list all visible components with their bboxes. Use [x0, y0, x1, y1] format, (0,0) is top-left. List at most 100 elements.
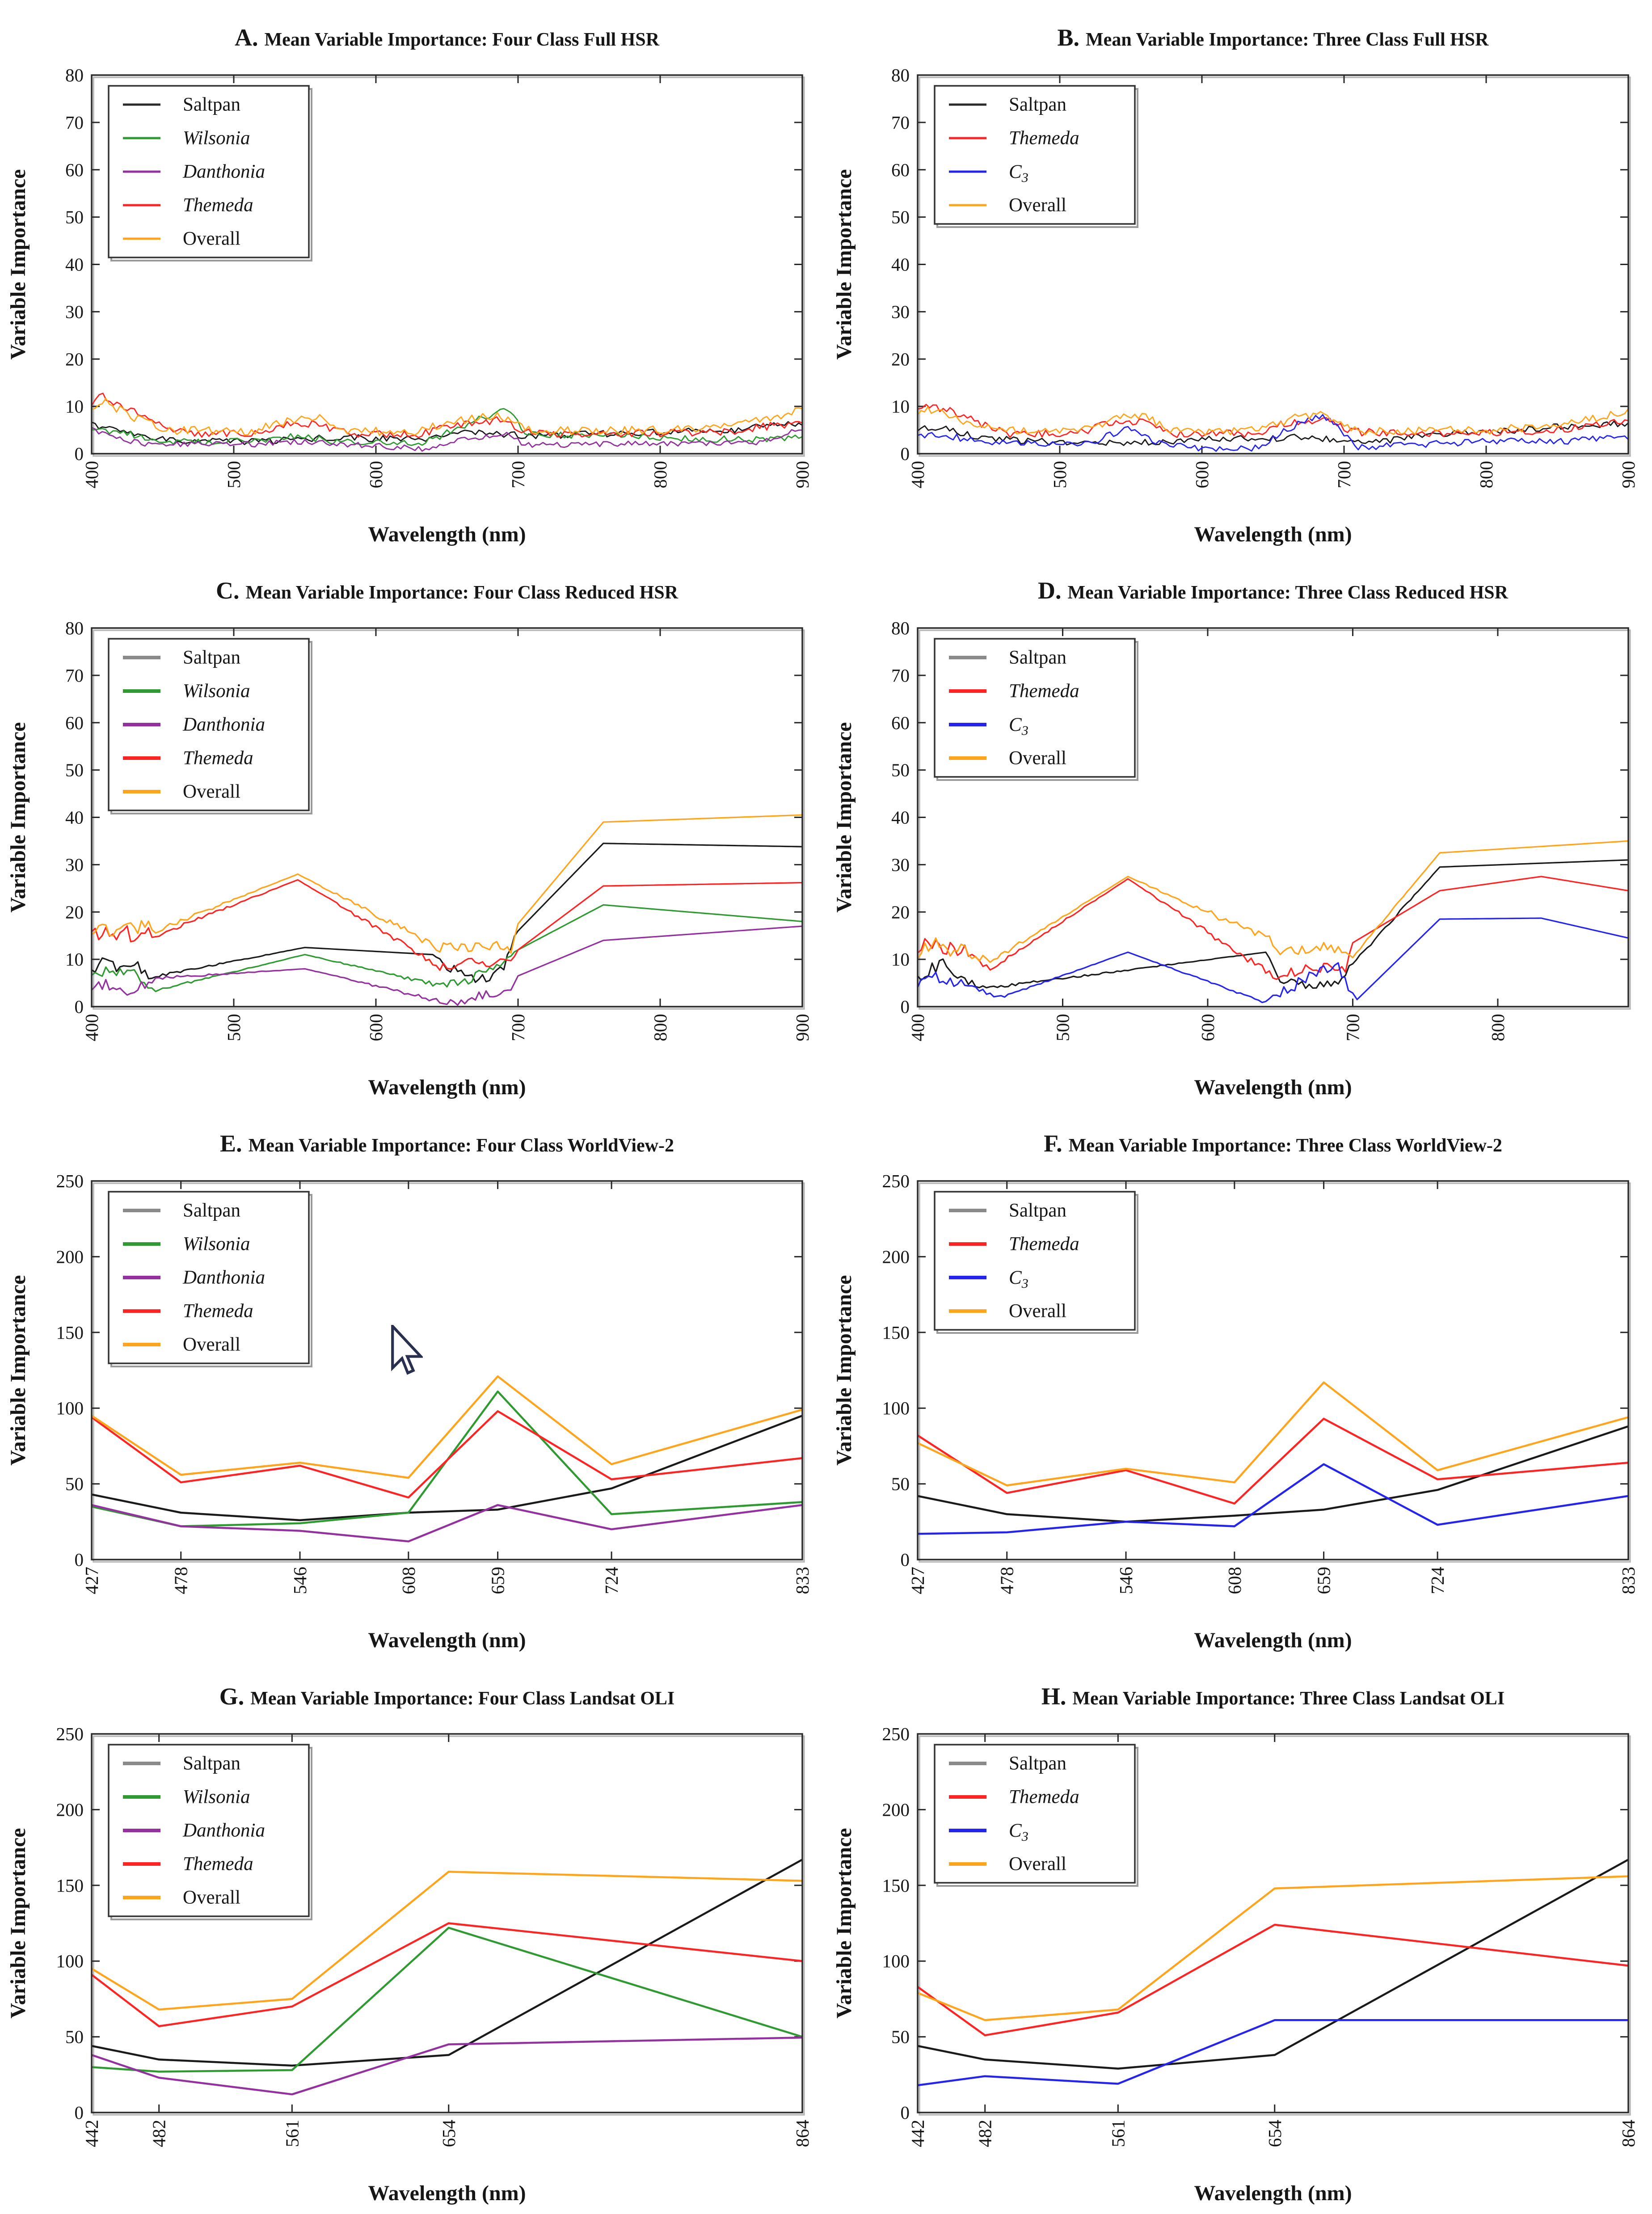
axes-frame	[917, 627, 1629, 1008]
legend-label-Wilsonia: Wilsonia	[183, 128, 250, 149]
y-axis-label: Variable Importance	[832, 1828, 856, 2018]
axes-frame	[917, 74, 1629, 455]
y-tick-label: 200	[882, 1246, 910, 1267]
panel-title: D. Mean Variable Importance: Three Class …	[1038, 577, 1509, 604]
y-tick-label: 200	[56, 1246, 84, 1267]
panel-title: G. Mean Variable Importance: Four Class L…	[219, 1683, 674, 1710]
legend-label-C3: C3	[1009, 1267, 1028, 1291]
legend-label-Overall: Overall	[1009, 1854, 1066, 1875]
series-C3	[918, 1463, 1628, 1535]
series-group	[92, 1375, 802, 1543]
chart-E: 427 478 546 608 659 724 833 0 50 100 150 200 250 Wave…	[6, 1130, 813, 1652]
x-axis-label: Wavelength (nm)	[368, 1075, 526, 1099]
x-tick-label: 561	[282, 2120, 302, 2147]
legend-label-Overall: Overall	[183, 1887, 240, 1908]
x-tick-label: 500	[1049, 461, 1070, 489]
y-tick-label: 60	[65, 160, 84, 180]
x-axis-label: Wavelength (nm)	[1194, 523, 1352, 546]
series-Overall	[918, 1381, 1628, 1487]
x-tick-label: 482	[975, 2120, 995, 2147]
series-Overall	[918, 1875, 1628, 2021]
x-tick-label: 400	[81, 1014, 102, 1042]
x-tick-label: 833	[792, 1567, 813, 1594]
legend-label-Saltpan: Saltpan	[1009, 94, 1066, 115]
panel-title: H. Mean Variable Importance: Three Class …	[1041, 1683, 1504, 1710]
axes-frame	[91, 74, 803, 455]
axes-frame	[91, 627, 803, 1008]
series-Themeda	[918, 404, 1628, 438]
legend-label-Danthonia: Danthonia	[182, 714, 265, 735]
series-Danthonia	[92, 427, 802, 452]
frame-shadow	[93, 1182, 805, 1563]
panel-H: 442 482 561 654 864 0 50 100 150 200 250 Wavelength…	[826, 1659, 1652, 2212]
y-tick-label: 30	[891, 301, 910, 322]
y-tick-label: 70	[65, 665, 84, 686]
y-tick-label: 10	[65, 949, 84, 970]
series-group	[918, 1381, 1628, 1535]
legend-label-C3: C3	[1009, 1820, 1028, 1844]
series-Overall	[92, 1375, 802, 1479]
y-axis-label: Variable Importance	[832, 1275, 856, 1465]
legend: Saltpan Themeda C3 Overall	[934, 638, 1138, 781]
y-tick-label: 30	[891, 854, 910, 875]
y-tick-label: 200	[56, 1799, 84, 1820]
panel-C: 400 500 600 700 800 900 0 10 20 30 40 50 60 70 80 Wavel…	[0, 553, 826, 1106]
legend-label-Overall: Overall	[1009, 1301, 1066, 1322]
x-tick-label: 608	[1224, 1567, 1245, 1594]
legend-label-Themeda: Themeda	[183, 748, 253, 769]
frame-shadow	[93, 76, 805, 457]
x-tick-label: 600	[366, 461, 386, 489]
panel-B: 400 500 600 700 800 900 0 10 20 30 40 50 60 70 80 Wavel…	[826, 0, 1652, 553]
y-tick-label: 80	[891, 65, 910, 85]
x-tick-label: 400	[907, 461, 928, 489]
x-tick-label: 400	[81, 461, 102, 489]
x-tick-label: 864	[792, 2120, 813, 2147]
axes-frame	[917, 1180, 1629, 1560]
y-tick-label: 50	[891, 2027, 910, 2047]
series-group	[918, 1858, 1628, 2087]
y-tick-label: 20	[65, 902, 84, 922]
x-tick-label: 724	[601, 1567, 622, 1594]
chart-F: 427 478 546 608 659 724 833 0 50 100 150 200 250 Wave…	[832, 1130, 1639, 1652]
series-Danthonia	[92, 925, 802, 1006]
y-tick-label: 0	[901, 1549, 910, 1570]
legend-label-Themeda: Themeda	[183, 1301, 253, 1322]
legend-label-Saltpan: Saltpan	[1009, 647, 1066, 668]
series-group	[92, 814, 802, 1006]
y-tick-label: 50	[891, 1474, 910, 1494]
x-tick-label: 833	[1618, 1567, 1639, 1594]
x-tick-label: 864	[1618, 2120, 1639, 2147]
series-Saltpan	[918, 859, 1628, 989]
y-tick-label: 10	[65, 396, 84, 417]
y-tick-label: 250	[56, 1171, 84, 1191]
y-tick-label: 150	[56, 1322, 84, 1343]
y-tick-label: 40	[65, 807, 84, 828]
x-tick-label: 659	[1314, 1567, 1334, 1594]
x-tick-label: 900	[1618, 461, 1639, 489]
y-tick-label: 10	[891, 949, 910, 970]
legend: Saltpan Themeda C3 Overall	[934, 1744, 1138, 1887]
x-tick-label: 608	[398, 1567, 419, 1594]
legend-label-Danthonia: Danthonia	[182, 1267, 265, 1288]
legend-label-Wilsonia: Wilsonia	[183, 1234, 250, 1255]
y-axis-label: Variable Importance	[6, 1275, 30, 1465]
legend: Saltpan Themeda C3 Overall	[934, 1191, 1138, 1334]
y-axis-label: Variable Importance	[6, 169, 30, 359]
series-Overall	[92, 814, 802, 954]
x-tick-label: 600	[366, 1014, 386, 1042]
x-axis-label: Wavelength (nm)	[1194, 1075, 1352, 1099]
legend-label-Wilsonia: Wilsonia	[183, 681, 250, 702]
legend-label-Saltpan: Saltpan	[183, 1753, 240, 1774]
series-Wilsonia	[92, 408, 802, 446]
legend: Saltpan Themeda C3 Overall	[934, 85, 1138, 228]
y-tick-label: 250	[56, 1724, 84, 1744]
panel-title: B. Mean Variable Importance: Three Class …	[1058, 24, 1489, 51]
legend-label-Themeda: Themeda	[1009, 128, 1079, 149]
y-tick-label: 0	[75, 996, 84, 1017]
y-tick-label: 30	[65, 301, 84, 322]
y-axis-label: Variable Importance	[832, 169, 856, 359]
y-tick-label: 60	[65, 713, 84, 733]
y-tick-label: 80	[65, 65, 84, 85]
legend-label-Saltpan: Saltpan	[183, 94, 240, 115]
